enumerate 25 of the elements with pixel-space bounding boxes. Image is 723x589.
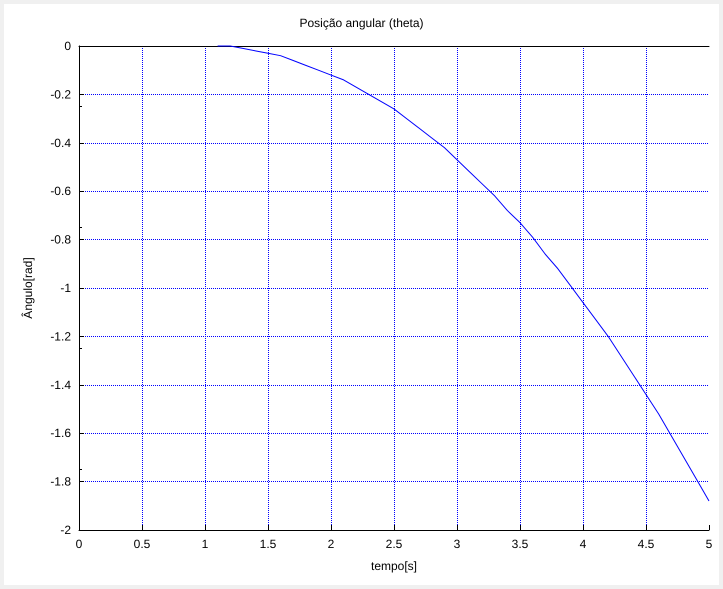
x-tick-label: 0 [76, 537, 83, 551]
x-tick-label: 4.5 [638, 537, 655, 551]
x-tick-label: 1.5 [260, 537, 277, 551]
x-tick-label: 3.5 [512, 537, 529, 551]
x-tick-label: 2 [328, 537, 335, 551]
y-tick-label: -1.8 [50, 474, 72, 489]
x-tick-label: 3 [454, 537, 461, 551]
y-tick-label: -0.6 [50, 184, 72, 198]
y-tick-label: -1 [60, 281, 72, 295]
y-tick-label: -0.2 [50, 87, 72, 102]
y-tick-label: -1.6 [50, 426, 72, 440]
x-tick-label: 0.5 [134, 537, 151, 551]
x-tick-label: 2.5 [386, 537, 403, 551]
x-tick-label: 4 [580, 537, 587, 551]
x-tick-label: 5 [706, 537, 713, 551]
y-tick-label: -1.2 [50, 329, 72, 344]
y-tick-label: -2 [60, 523, 72, 537]
chart-title: Posição angular (theta) [299, 16, 424, 30]
y-tick-label: 0 [64, 39, 72, 53]
x-tick-label: 1 [202, 537, 209, 551]
y-axis-title: Ângulo[rad] [21, 257, 35, 319]
x-axis-title: tempo[s] [370, 559, 418, 573]
y-tick-label: -1.4 [50, 378, 72, 392]
y-tick-label: -0.4 [50, 136, 72, 150]
y-tick-label: -0.8 [50, 232, 72, 247]
